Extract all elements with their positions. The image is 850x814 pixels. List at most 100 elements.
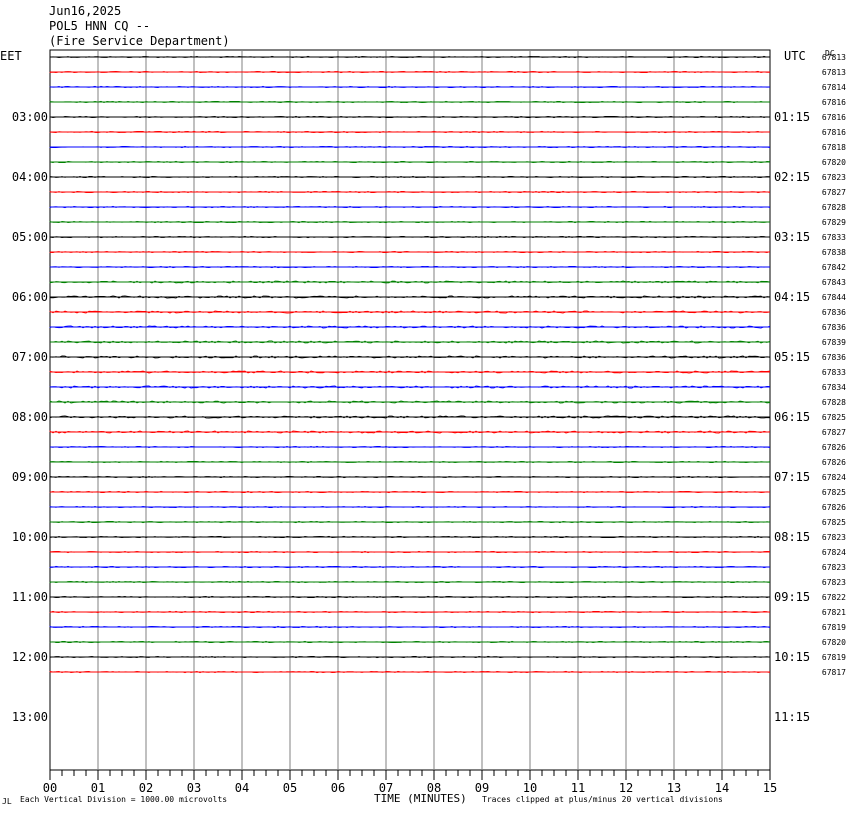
x-tick-label: 00: [43, 781, 57, 795]
trace-value-label: 67833: [822, 233, 846, 242]
header-date: Jun16,2025: [49, 4, 122, 18]
left-hour-label: 07:00: [12, 350, 48, 364]
trace-noise: [49, 595, 771, 599]
trace-noise: [49, 385, 771, 389]
trace-value-label: 67829: [822, 218, 846, 227]
trace-noise: [49, 190, 771, 194]
trace-value-label: 67836: [822, 353, 846, 362]
trace-value-label: 67821: [822, 608, 846, 617]
trace-noise: [49, 160, 771, 164]
left-hour-label: 08:00: [12, 410, 48, 424]
trace-value-label: 67838: [822, 248, 846, 257]
trace-noise: [49, 325, 771, 329]
trace-value-label: 67823: [822, 173, 846, 182]
trace-value-label: 67816: [822, 113, 846, 122]
x-tick-label: 11: [571, 781, 585, 795]
x-tick-label: 03: [187, 781, 201, 795]
clip-note: Traces clipped at plus/minus 20 vertical…: [482, 795, 723, 804]
trace-value-label: 67827: [822, 428, 846, 437]
trace-value-label: 67828: [822, 398, 846, 407]
trace-noise: [50, 340, 771, 344]
trace-value-label: 67819: [822, 653, 846, 662]
trace-noise: [49, 505, 771, 509]
header-station: POL5 HNN CQ --: [49, 19, 151, 33]
trace-value-label: 67826: [822, 443, 846, 452]
trace-value-label: 67820: [822, 158, 846, 167]
trace-noise: [49, 85, 771, 89]
trace-value-label: 67823: [822, 533, 846, 542]
right-timezone-label: UTC: [784, 49, 806, 63]
left-hour-label: 12:00: [12, 650, 48, 664]
trace-noise: [49, 655, 771, 659]
left-hour-label: 05:00: [12, 230, 48, 244]
trace-noise: [49, 475, 770, 479]
trace-value-label: 67823: [822, 563, 846, 572]
trace-value-label: 67842: [822, 263, 846, 272]
right-hour-label: 02:15: [774, 170, 810, 184]
right-hour-label: 06:15: [774, 410, 810, 424]
trace-value-label: 67817: [822, 668, 846, 677]
trace-value-label: 67826: [822, 458, 846, 467]
trace-value-label: 67828: [822, 203, 846, 212]
right-hour-label: 10:15: [774, 650, 810, 664]
trace-noise: [49, 130, 771, 134]
trace-noise: [49, 310, 771, 314]
trace-value-label: 67844: [822, 293, 846, 302]
trace-value-label: 67833: [822, 368, 846, 377]
trace-noise: [49, 580, 771, 584]
trace-value-label: 67820: [822, 638, 846, 647]
right-hour-label: 07:15: [774, 470, 810, 484]
x-tick-label: 13: [667, 781, 681, 795]
x-tick-label: 01: [91, 781, 105, 795]
trace-noise: [49, 55, 771, 59]
trace-value-label: 67818: [822, 143, 846, 152]
right-hour-label: 11:15: [774, 710, 810, 724]
x-tick-label: 14: [715, 781, 729, 795]
trace-noise: [49, 265, 771, 269]
trace-value-label: 67825: [822, 488, 846, 497]
right-hour-label: 08:15: [774, 530, 810, 544]
left-hour-label: 10:00: [12, 530, 48, 544]
trace-noise: [49, 280, 771, 284]
trace-value-label: 67824: [822, 473, 846, 482]
trace-noise: [49, 250, 771, 254]
trace-noise: [49, 550, 771, 554]
trace-value-label: 67836: [822, 323, 846, 332]
trace-noise: [49, 400, 771, 404]
left-hour-label: 04:00: [12, 170, 48, 184]
trace-value-label: 67814: [822, 83, 846, 92]
trace-value-label: 67825: [822, 518, 846, 527]
x-tick-label: 06: [331, 781, 345, 795]
right-hour-label: 04:15: [774, 290, 810, 304]
trace-noise: [49, 625, 771, 629]
trace-value-label: 67813: [822, 53, 846, 62]
trace-noise: [49, 70, 770, 74]
trace-value-label: 67836: [822, 308, 846, 317]
scale-note: Each Vertical Division = 1000.00 microvo…: [20, 795, 228, 804]
trace-noise: [49, 610, 771, 614]
trace-noise: [49, 490, 771, 494]
trace-value-label: 67825: [822, 413, 846, 422]
footer-mark: JL: [2, 797, 12, 806]
trace-value-label: 67816: [822, 98, 846, 107]
trace-value-label: 67824: [822, 548, 846, 557]
corner-mark: DC: [825, 49, 835, 58]
left-hour-label: 06:00: [12, 290, 48, 304]
x-tick-label: 08: [427, 781, 441, 795]
trace-value-label: 67827: [822, 188, 846, 197]
trace-noise: [49, 115, 771, 119]
header-agency: (Fire Service Department): [49, 34, 230, 48]
x-tick-label: 02: [139, 781, 153, 795]
trace-value-label: 67823: [822, 578, 846, 587]
trace-noise: [49, 175, 771, 179]
x-tick-label: 15: [763, 781, 777, 795]
left-hour-label: 09:00: [12, 470, 48, 484]
trace-noise: [49, 415, 771, 419]
trace-noise: [49, 235, 770, 239]
trace-noise: [49, 565, 771, 569]
trace-noise: [49, 460, 771, 464]
right-hour-label: 03:15: [774, 230, 810, 244]
trace-noise: [49, 520, 771, 524]
left-hour-label: 13:00: [12, 710, 48, 724]
